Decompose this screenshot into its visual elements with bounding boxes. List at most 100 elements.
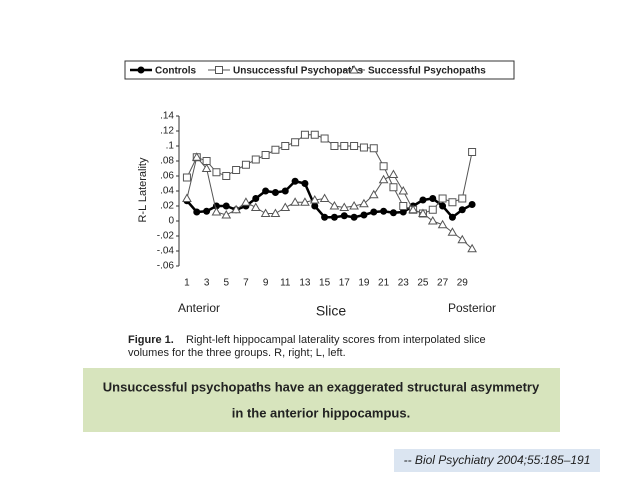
caption-line: Right-left hippocampal laterality scores… [186,334,486,346]
y-tick-label: .1 [166,141,175,152]
legend-label: Successful Psychopaths [368,66,486,77]
point [340,212,348,220]
point [388,169,399,178]
point [359,143,368,152]
point [389,183,398,192]
point [232,166,241,174]
point [182,173,191,182]
point [339,202,350,211]
point [321,213,329,221]
point [271,189,279,196]
x-axis-label: Slice [316,303,347,319]
y-tick-label: -.06 [157,261,175,272]
y-tick-label: .08 [160,156,174,167]
point [467,243,477,253]
point [231,204,241,214]
point [201,163,212,172]
series [182,152,477,253]
y-tick-label: .02 [160,201,174,212]
y-tick-label: .14 [160,111,174,122]
point [428,205,437,214]
point [468,148,477,156]
x-tick-label: 27 [437,278,449,289]
point [448,198,457,207]
point [360,211,368,219]
point [439,202,447,210]
point [340,142,349,150]
point [458,194,467,203]
point [379,162,388,171]
point [350,142,359,150]
legend-marker [215,66,223,74]
x-tick-label: 19 [358,278,370,289]
point [329,200,340,210]
y-tick-label: .04 [160,186,174,197]
point [427,215,438,225]
callout-line: in the anterior hippocampus. [232,405,410,420]
point [330,213,338,221]
legend-marker [349,64,359,74]
point [301,180,309,187]
point [447,227,458,236]
x-tick-label: 15 [319,278,331,289]
x-tick-label: 11 [280,278,291,289]
point [211,206,222,216]
legend: Controls Unsuccessful Psychopaths Successf… [130,64,486,77]
point [260,208,271,217]
point [212,168,221,177]
x-tick-label: 21 [378,278,390,289]
point [370,208,378,216]
x-tick-label: 7 [243,278,249,289]
caption-label: Figure 1. [128,334,174,346]
point [419,196,427,204]
point [458,206,466,214]
citation: -- Biol Psychiatry 2004;55:185–191 [404,453,591,467]
point [261,151,270,159]
point [368,189,379,199]
point [468,201,476,208]
point [350,213,358,221]
callout-line: Unsuccessful psychopaths have an exagger… [103,379,540,394]
point [191,152,202,161]
y-tick-label: -.02 [157,231,175,242]
point [300,197,310,206]
point [438,194,447,203]
point [252,195,260,202]
point [182,193,192,202]
point [310,130,319,139]
y-tick-label: 0 [168,216,174,227]
point [389,209,397,217]
point [251,155,260,164]
x-tick-label: 1 [184,278,190,289]
x-tick-label: 23 [398,278,410,289]
point [359,198,369,208]
point [418,208,428,217]
point [222,202,230,210]
point [309,194,320,204]
series-line [186,156,473,250]
x-tick-label: 3 [204,278,210,289]
annotation: Posterior [448,301,496,315]
series [182,130,477,218]
point [457,234,468,244]
x-tick-label: 13 [299,278,311,289]
point [448,213,456,221]
point [241,160,250,169]
y-tick-label: .12 [160,126,174,137]
callout-box [83,368,560,432]
point [221,209,232,219]
caption-line: volumes for the three groups. R, right; … [128,347,346,359]
point [280,202,291,211]
point [241,197,251,206]
legend-label: Unsuccessful Psychopaths [233,66,363,77]
point [291,138,300,147]
legend-box [124,60,515,80]
point [281,142,290,150]
y-axis-label: R-L Laterality [137,157,149,223]
point [408,204,418,214]
y-tick-label: -.04 [157,246,175,257]
point [399,202,408,210]
point [378,174,389,184]
